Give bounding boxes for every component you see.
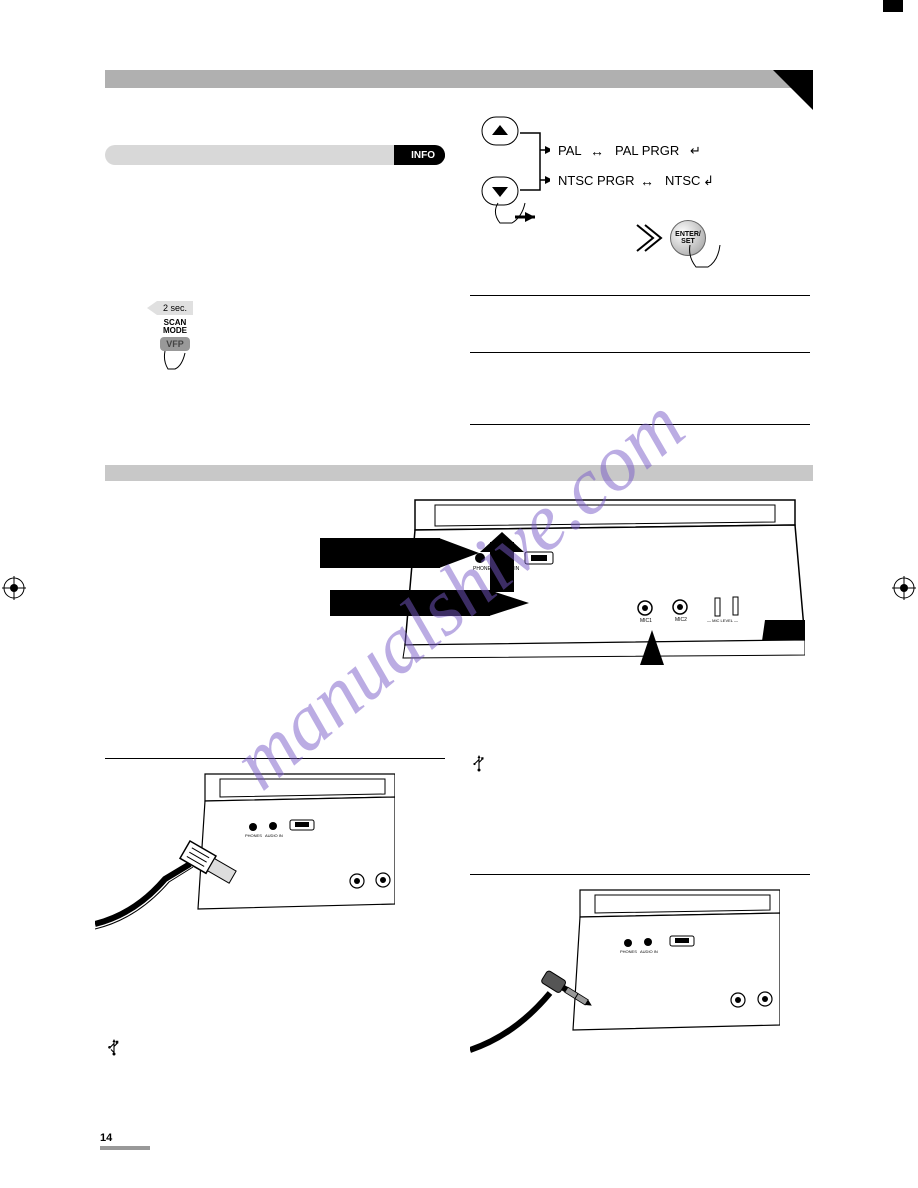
registration-mark-right — [892, 576, 916, 600]
registration-mark-left — [2, 576, 26, 600]
mode-label: MODE — [145, 327, 205, 335]
manual-page: manualshive.com INFO 2 sec. SCAN MODE VF… — [0, 0, 918, 1188]
svg-text:AUDIO IN: AUDIO IN — [265, 833, 283, 838]
chevron-right-icon — [635, 223, 665, 253]
vfp-diagram: 2 sec. SCAN MODE VFP — [145, 300, 485, 371]
svg-text:PHONES: PHONES — [620, 949, 637, 954]
divider-line-audio — [470, 874, 810, 875]
signal-selection-diagram: PAL ↔ PAL PRGR ↵ NTSC PRGR ↔ NTSC ↲ ENTE… — [470, 115, 810, 433]
return-arrow-icon: ↵ — [690, 143, 701, 159]
divider-line-2 — [470, 352, 810, 353]
arrow-bidir-icon-2: ↔ — [640, 173, 654, 189]
info-badge: INFO — [401, 148, 445, 163]
usb-icon — [105, 1039, 123, 1060]
audio-jack-connection-icon: PHONES AUDIO IN — [470, 885, 780, 1060]
divider-line-3 — [470, 424, 810, 425]
page-number: 14 — [100, 1132, 150, 1150]
svg-text:MIC2: MIC2 — [675, 617, 687, 623]
divider-line-1 — [470, 295, 810, 296]
vfp-button-icon: VFP — [160, 337, 190, 351]
ntsc-label: NTSC — [665, 173, 700, 188]
usb-connection-section: PHONES AUDIO IN — [105, 750, 445, 1060]
ntsc-prgr-label: NTSC PRGR — [558, 173, 635, 188]
section-header-left: INFO — [105, 145, 445, 165]
pal-prgr-label: PAL PRGR — [615, 143, 679, 158]
loop-arrow-icon: ↲ — [703, 173, 714, 189]
svg-text:MIC1: MIC1 — [640, 618, 652, 624]
section-divider — [105, 455, 813, 491]
divider-line-usb — [105, 758, 445, 759]
audio-connection-section: PHONES AUDIO IN — [470, 755, 810, 1055]
usb-icon-2 — [470, 755, 488, 776]
connector-lines — [520, 130, 550, 220]
finger-press-icon-2 — [688, 245, 723, 270]
svg-text:AUDIO IN: AUDIO IN — [640, 949, 658, 954]
corner-triangle-icon — [773, 70, 813, 110]
main-unit-diagram: PHONES AUDIO IN MIC1 MIC2 — MIC LEVEL — — [105, 490, 813, 660]
header-bar — [105, 70, 813, 88]
finger-press-icon — [160, 351, 190, 371]
usb-connection-icon: PHONES AUDIO IN — [95, 769, 395, 939]
unit-front-panel-icon: PHONES AUDIO IN MIC1 MIC2 — MIC LEVEL — — [355, 490, 805, 670]
page-mark — [883, 0, 903, 12]
pal-label: PAL — [558, 143, 582, 158]
svg-text:— MIC LEVEL —: — MIC LEVEL — — [707, 618, 738, 623]
svg-text:PHONES: PHONES — [245, 833, 262, 838]
duration-label: 2 sec. — [157, 301, 193, 315]
section-title-bar: INFO — [105, 145, 445, 165]
up-button-icon — [480, 115, 520, 151]
arrow-bidir-icon: ↔ — [590, 143, 604, 159]
